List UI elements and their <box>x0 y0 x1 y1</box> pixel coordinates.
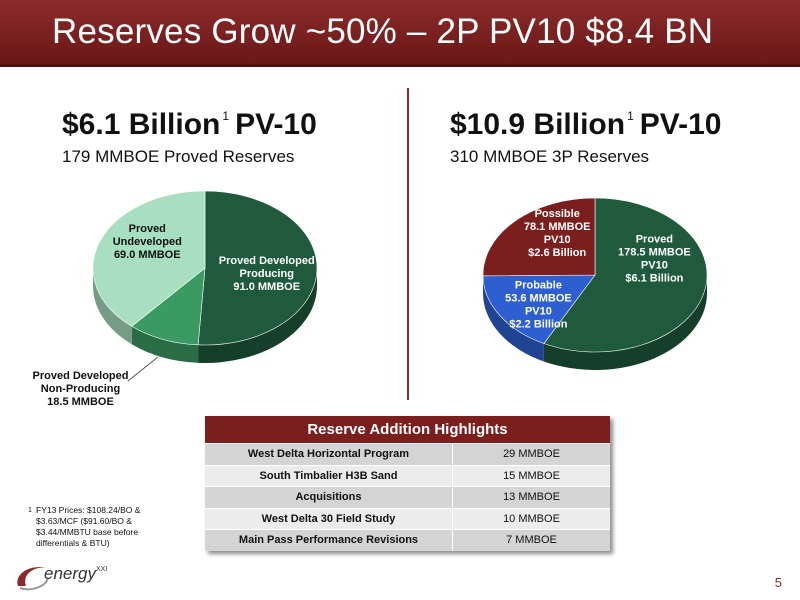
logo-word: energy <box>44 564 96 583</box>
slice-label: $6.1 Billion <box>625 272 683 284</box>
pie-slice-side <box>483 275 544 362</box>
slice-label: PV10 <box>525 306 552 318</box>
pie-slice <box>543 197 708 353</box>
logo-text: energyXXI <box>44 564 107 584</box>
slice-label: 178.5 MMBOE <box>618 246 691 258</box>
reserve-item-cell: West Delta Horizontal Program <box>205 444 453 465</box>
non-producing-callout-line <box>127 356 159 382</box>
left-headline-footnote-mark: 1 <box>222 109 230 123</box>
table-row: South Timbalier H3B Sand 15 MMBOE <box>205 464 610 486</box>
slide-title: Reserves Grow ~50% – 2P PV10 $8.4 BN <box>52 12 714 51</box>
pie-slice <box>482 274 596 344</box>
slice-label: Undeveloped <box>113 236 182 248</box>
reserve-item-cell: Main Pass Performance Revisions <box>205 530 453 551</box>
reserve-value-cell: 7 MMBOE <box>506 534 557 546</box>
footnote-mark: 1 <box>28 507 32 514</box>
right-headline: $10.9 Billion 1 PV-10 <box>450 108 722 142</box>
slice-label: $2.6 Billion <box>528 247 586 259</box>
pie-slice-side <box>93 268 132 345</box>
slice-label: Probable <box>515 280 562 292</box>
slice-label-line: 18.5 MMBOE <box>47 396 114 408</box>
slice-label: Proved <box>636 233 673 245</box>
reserve-value-cell: 10 MMBOE <box>503 512 560 525</box>
pie-slice-side <box>543 275 707 370</box>
logo-swoosh-icon <box>17 567 49 591</box>
slice-label: 53.6 MMBOE <box>505 293 572 305</box>
left-subhead: 179 MMBOE Proved Reserves <box>62 147 295 166</box>
reserve-value-cell: 15 MMBOE <box>503 469 560 482</box>
right-subhead: 310 MMBOE 3P Reserves <box>450 147 650 166</box>
left-headline-value: $6.1 Billion <box>62 108 221 141</box>
left-headline-suffix: PV-10 <box>235 108 317 141</box>
slice-label-line: Proved Developed <box>32 370 129 382</box>
center-divider <box>407 88 409 400</box>
right-headline-value: $10.9 Billion <box>450 108 626 141</box>
slice-label-line: Non-Producing <box>40 383 121 395</box>
title-bar: Reserves Grow ~50% – 2P PV10 $8.4 BN <box>0 0 800 67</box>
pie-slice <box>197 190 318 346</box>
left-headline: $6.1 Billion 1 PV-10 <box>62 108 317 142</box>
slice-label: Proved <box>129 223 166 235</box>
table-row: West Delta Horizontal Program 29 MMBOE <box>205 443 610 465</box>
slice-label: Proved Developed <box>219 255 315 267</box>
reserve-item-cell: West Delta 30 Field Study <box>205 508 453 529</box>
slice-label: PV10 <box>641 259 668 271</box>
slice-label: Producing <box>240 268 294 280</box>
energy-xxi-logo: energyXXI <box>12 560 107 594</box>
reserve-item-cell: South Timbalier H3B Sand <box>205 465 453 486</box>
pie-slice-side <box>131 326 199 363</box>
right-headline-footnote-mark: 1 <box>627 109 634 123</box>
logo-suffix: XXI <box>95 566 108 573</box>
price-footnote: 1 FY13 Prices: $108.24/BO & $3.63/MCF ($… <box>28 505 166 549</box>
non-producing-callout-label: Proved Developed Non-Producing 18.5 MMBO… <box>18 370 143 409</box>
slice-label: 91.0 MMBOE <box>233 281 300 293</box>
table-row: Main Pass Performance Revisions 7 MMBOE <box>205 529 610 551</box>
slice-label: 78.1 MMBOE <box>524 221 591 233</box>
slice-label: 69.0 MMBOE <box>114 249 181 261</box>
pie-slice <box>92 190 206 327</box>
page-number: 5 <box>774 575 782 590</box>
table-row: West Delta 30 Field Study 10 MMBOE <box>205 507 610 529</box>
pie-slice <box>131 267 206 346</box>
slice-label: $2.2 Billion <box>509 319 567 331</box>
slice-label: PV10 <box>544 234 571 246</box>
reserve-value-cell: 29 MMBOE <box>503 448 560 460</box>
reserve-item-cell: Acquisitions <box>205 487 453 508</box>
table-title: Reserve Addition Highlights <box>205 416 610 443</box>
right-headline-suffix: PV-10 <box>639 108 722 141</box>
pie-slice <box>482 197 596 277</box>
slice-label: Possible <box>535 208 580 220</box>
table-body: West Delta Horizontal Program 29 MMBOE Sou… <box>205 443 610 551</box>
footnote-text: FY13 Prices: $108.24/BO & $3.63/MCF ($91… <box>36 505 141 548</box>
reserve-addition-highlights-table: Reserve Addition Highlights West Delta H… <box>205 416 610 551</box>
reserve-value-cell: 13 MMBOE <box>503 491 560 503</box>
table-row: Acquisitions 13 MMBOE <box>205 486 610 508</box>
